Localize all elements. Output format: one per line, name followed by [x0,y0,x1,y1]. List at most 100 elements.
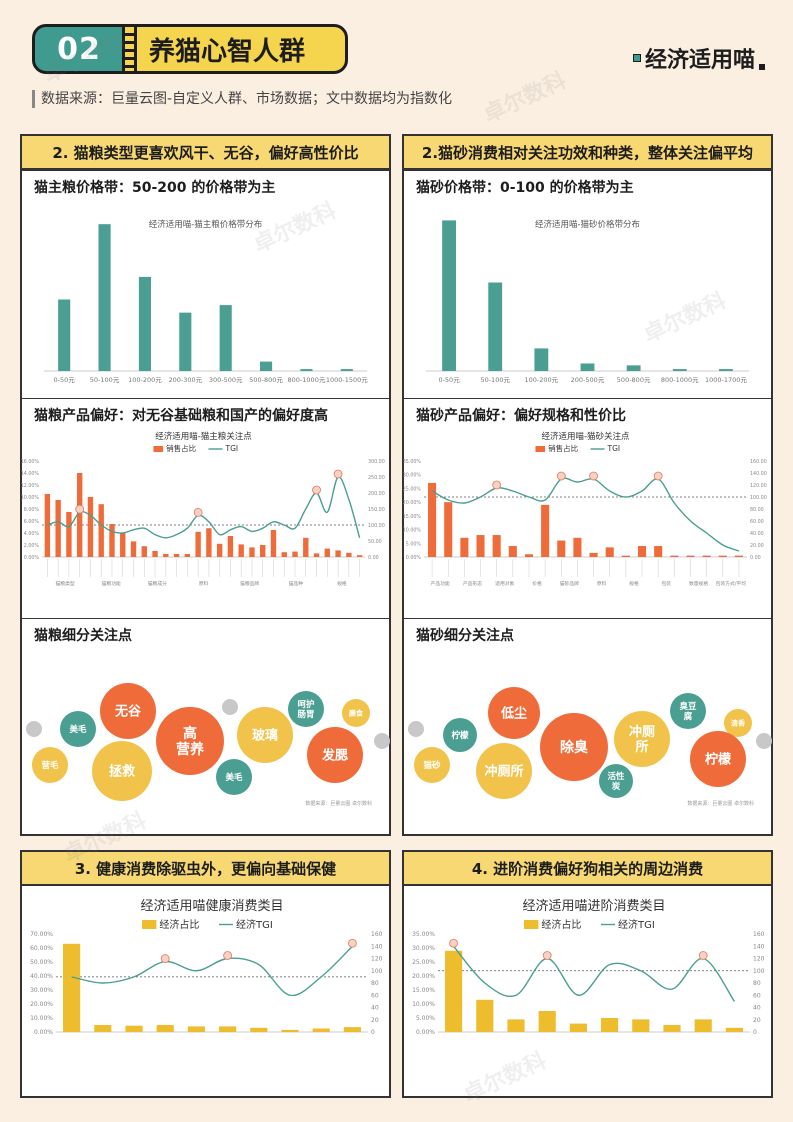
group-label: 原料 [199,580,209,587]
y-left-tick: 70.00% [30,931,53,938]
bubble [443,718,477,752]
x-tick-label: 500-800元 [249,376,283,384]
bar [184,554,191,557]
x-tick-label: 500-800元 [617,376,651,384]
bar [508,546,517,557]
panel-title: 2. 猫粮类型更喜欢风干、无谷，偏好高性价比 [22,136,389,170]
bar [725,1027,743,1032]
group-label: 包装 [661,580,671,587]
y-left-tick: 10.00% [403,528,422,534]
bubble-label: 发腮 [321,748,348,764]
cat-head-marker-icon [160,954,170,963]
bar [686,555,695,557]
chart-title: 经济适用喵-猫砂关注点 [541,431,630,442]
x-tick-label: 100-200元 [128,376,162,384]
bar [195,531,201,557]
bubble-label: 冲厕 [629,724,655,740]
bubble [26,721,42,737]
x-tick-label: 200-300元 [168,376,202,384]
bar [335,550,341,557]
y-right-tick: 40 [753,1005,761,1012]
cat-head-marker-icon [698,951,708,960]
legend-label: 销售占比 [548,443,578,453]
section-heading: 猫砂产品偏好：偏好规格和性价比 [416,408,626,424]
section-heading: 猫主粮价格带：50-200 的价格带为主 [34,180,276,196]
section-title: 养猫心智人群 [134,24,348,74]
section-heading: 猫粮产品偏好：对无谷基础粮和国产的偏好度高 [34,408,328,424]
x-tick-label: 0-50元 [54,376,76,384]
bar [637,546,647,557]
bubble-label: 高 [183,725,197,742]
cat-head-marker-icon [492,480,502,490]
bar [179,312,192,371]
bubble [60,711,96,747]
y-left-tick: 16.00% [21,459,40,465]
bubble-label: 冲厕所 [484,764,523,780]
bar [492,535,501,557]
y-left-tick: 30.00% [30,987,53,994]
bubble-label: 呵护 [297,699,315,710]
bar [541,504,550,557]
y-right-tick: 100.00 [750,495,767,501]
x-tick-label: 300-500元 [209,376,243,384]
y-right-tick: 0 [371,1029,375,1036]
bar [569,1023,587,1032]
group-label: 猫粮品牌 [240,580,259,587]
bar [219,1026,237,1032]
bar [632,1019,650,1032]
bar [524,554,534,557]
watermark: 卓尔数科 [479,68,571,129]
y-left-tick: 40.00% [30,973,53,980]
y-left-tick: 8.00% [24,507,40,513]
chart-title: 经济适用喵-猫主粮价格带分布 [149,219,263,230]
brand-square-icon [632,54,641,62]
y-left-tick: 60.00% [30,945,53,952]
x-tick-label: 50-100元 [90,376,120,384]
bubble [408,721,424,737]
y-right-tick: 300.00 [368,459,385,465]
bar [260,361,273,371]
bubble-label: 膳食 [348,709,364,718]
y-right-tick: 100.00 [368,523,385,529]
group-label: 包装方式/平均 [716,580,747,587]
bar [292,551,298,557]
bar [281,1029,299,1032]
bar [109,524,115,557]
bubble [414,747,450,783]
bar [538,1011,556,1032]
bar [120,533,126,557]
bar [76,473,83,557]
bar [488,282,503,371]
bar [428,482,437,557]
y-left-tick: 30.00% [412,945,435,952]
cat-head-marker-icon [312,485,321,495]
bar [356,555,363,557]
bubble-label: 活性 [607,771,625,782]
bubble [476,743,532,799]
brand-logo: 经济适用喵 [632,42,765,74]
bubble [670,693,706,729]
bar [324,548,331,557]
group-label: 猫粮类型 [55,580,74,587]
y-right-tick: 40.00 [750,531,764,537]
tgi-line [453,945,735,1002]
bubble [342,699,370,727]
group-label: 猫品种 [289,580,304,587]
y-right-tick: 160 [371,931,383,938]
y-right-tick: 120.00 [750,483,767,489]
bar [719,369,733,371]
y-left-tick: 35.00% [403,459,422,465]
bar [270,530,277,557]
y-left-tick: 6.00% [24,519,40,525]
bubble-label: 猫砂 [422,760,441,771]
bar [219,305,232,371]
chart-title: 经济适用喵健康消费类目 [140,898,283,914]
bubble [599,764,633,798]
bar [460,537,469,557]
y-left-tick: 15.00% [403,514,422,520]
y-left-tick: 30.00% [403,473,422,479]
cat-head-marker-icon [193,508,203,517]
bubble [156,707,224,775]
